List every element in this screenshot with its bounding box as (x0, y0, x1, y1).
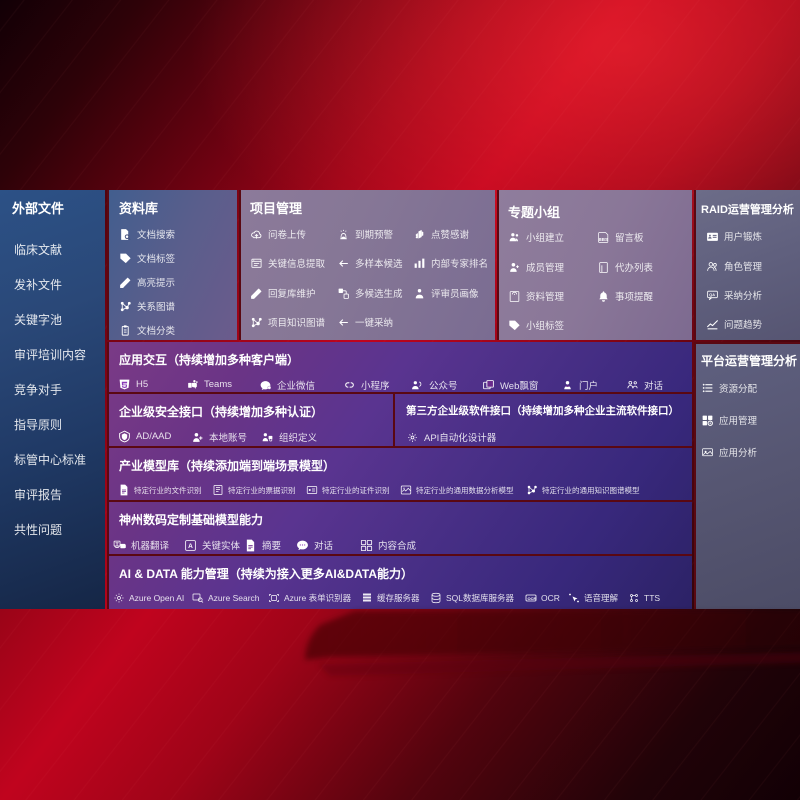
svg-text:OCR: OCR (528, 596, 537, 601)
svg-text:QA: QA (709, 293, 715, 297)
svg-text:BBS: BBS (598, 236, 608, 241)
svg-text:EN: EN (121, 544, 126, 548)
svg-text:A: A (188, 543, 193, 550)
